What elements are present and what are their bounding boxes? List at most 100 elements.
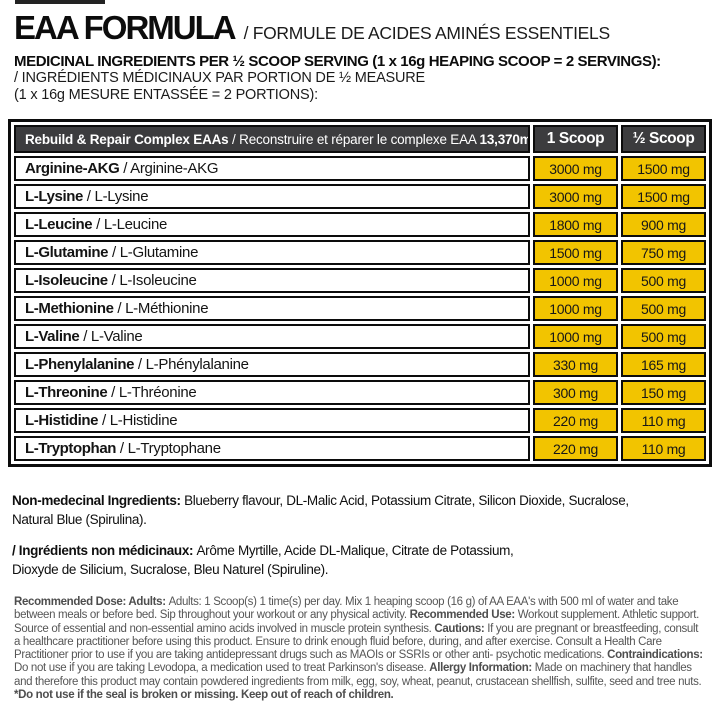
ingredient-name-fr: / L-Histidine	[98, 412, 178, 429]
bold-text-run: *Do not use if the seal is broken or mis…	[14, 689, 394, 702]
ingredient-name-cell: L-Isoleucine / L-Isoleucine	[14, 268, 530, 293]
text-run: Blueberry flavour, DL-Malic Acid, Potass…	[184, 493, 629, 508]
bold-text-run: Non-medecinal Ingredients:	[12, 493, 185, 508]
ingredient-name-cell: L-Valine / L-Valine	[14, 324, 530, 349]
ingredient-name-fr: / Arginine-AKG	[119, 160, 219, 177]
amount-half-scoop: 500 mg	[621, 324, 706, 349]
text-run: Natural Blue (Spirulina).	[12, 511, 147, 527]
ingredient-name-cell: L-Phenylalanine / L-Phénylalanine	[14, 352, 530, 377]
ingredient-name-fr: / L-Thréonine	[107, 384, 197, 401]
ingredient-row: L-Glutamine / L-Glutamine 1500 mg 750 mg	[14, 240, 706, 265]
ingredient-row: L-Leucine / L-Leucine 1800 mg 900 mg	[14, 212, 706, 237]
ingredient-name-en: L-Glutamine	[25, 244, 109, 261]
serving-statement-en: MEDICINAL INGREDIENTS PER ½ SCOOP SERVIN…	[14, 53, 661, 70]
ingredient-name-cell: L-Threonine / L-Thréonine	[14, 380, 530, 405]
text-run: Arôme Myrtille, Acide DL-Malique, Citrat…	[196, 543, 514, 558]
ingredient-name-fr: / L-Tryptophane	[116, 440, 221, 457]
product-title-en: EAA FORMULA	[14, 9, 237, 46]
ingredient-row: L-Histidine / L-Histidine 220 mg 110 mg	[14, 408, 706, 433]
column-header-half-scoop: ½ Scoop	[621, 125, 706, 153]
ingredient-name-en: L-Threonine	[25, 384, 108, 401]
text-run: Adults: 1 Scoop(s) 1 time(s) per day. Mi…	[14, 596, 679, 622]
serving-statement-fr-line1: / INGRÉDIENTS MÉDICINAUX PAR PORTION DE …	[14, 70, 426, 86]
bold-text-run: / Ingrédients non médicinaux:	[12, 543, 197, 558]
amount-1-scoop: 3000 mg	[533, 184, 618, 209]
ingredient-name-en: L-Methionine	[25, 300, 114, 317]
ingredient-row: L-Tryptophan / L-Tryptophane 220 mg 110 mg	[14, 436, 706, 461]
ingredient-row: L-Valine / L-Valine 1000 mg 500 mg	[14, 324, 706, 349]
amount-half-scoop: 750 mg	[621, 240, 706, 265]
non-medicinal-en: Non-medecinal Ingredients: Blueberry fla…	[12, 492, 708, 529]
ingredients-table: Rebuild & Repair Complex EAAs / Reconstr…	[8, 119, 712, 467]
cropped-print-artifact	[15, 0, 105, 4]
text-run: If you are pregnant or breastfeeding, co…	[14, 622, 699, 662]
ingredient-name-fr: / L-Méthionine	[113, 300, 209, 317]
amount-1-scoop: 220 mg	[533, 436, 618, 461]
product-title-fr: / FORMULE DE ACIDES AMINÉS ESSENTIELS	[243, 23, 611, 43]
ingredient-name-cell: L-Methionine / L-Méthionine	[14, 296, 530, 321]
non-medicinal-section: Non-medecinal Ingredients: Blueberry fla…	[12, 492, 708, 579]
amount-half-scoop: 500 mg	[621, 296, 706, 321]
text-run: Workout supplement. Athletic support. So…	[14, 609, 699, 635]
ingredient-name-en: L-Histidine	[25, 412, 99, 429]
amount-1-scoop: 1500 mg	[533, 240, 618, 265]
ingredient-name-fr: / L-Phénylalanine	[134, 356, 249, 373]
ingredient-name-en: L-Leucine	[25, 216, 93, 233]
complex-header-cell: Rebuild & Repair Complex EAAs / Reconstr…	[14, 125, 530, 153]
ingredient-name-en: Arginine-AKG	[25, 160, 120, 177]
bold-text-run: Allergy Information:	[429, 662, 535, 675]
text-run: Made on machinery that handles and there…	[14, 662, 702, 688]
amount-half-scoop: 110 mg	[621, 436, 706, 461]
amount-1-scoop: 1000 mg	[533, 296, 618, 321]
ingredients-table-head: Rebuild & Repair Complex EAAs / Reconstr…	[14, 125, 706, 153]
ingredient-row: L-Phenylalanine / L-Phénylalanine 330 mg 1…	[14, 352, 706, 377]
fine-print-text: Recommended Dose: Adults: Adults: 1 Scoo…	[14, 596, 706, 702]
bold-text-run: Recommended Dose: Adults:	[14, 596, 169, 608]
ingredient-name-fr: / L-Valine	[79, 328, 143, 345]
ingredient-name-cell: L-Histidine / L-Histidine	[14, 408, 530, 433]
ingredient-row: L-Methionine / L-Méthionine 1000 mg 500 mg	[14, 296, 706, 321]
amount-1-scoop: 330 mg	[533, 352, 618, 377]
bold-text-run: Contraindications:	[607, 649, 703, 662]
ingredients-header-row: Rebuild & Repair Complex EAAs / Reconstr…	[14, 125, 706, 153]
amount-half-scoop: 150 mg	[621, 380, 706, 405]
ingredient-name-fr: / L-Glutamine	[108, 244, 199, 261]
amount-half-scoop: 1500 mg	[621, 184, 706, 209]
column-header-1-scoop: 1 Scoop	[533, 125, 618, 153]
amount-1-scoop: 3000 mg	[533, 156, 618, 181]
text-run: Dioxyde de Silicium, Sucralose, Bleu Nat…	[12, 561, 329, 577]
amount-1-scoop: 1800 mg	[533, 212, 618, 237]
ingredient-name-en: L-Valine	[25, 328, 80, 345]
amount-1-scoop: 1000 mg	[533, 324, 618, 349]
page-title: EAA FORMULA / FORMULE DE ACIDES AMINÉS E…	[14, 11, 706, 44]
ingredient-name-en: L-Isoleucine	[25, 272, 108, 289]
bold-text-run: Recommended Use:	[409, 609, 518, 622]
bold-text-run: Cautions:	[434, 622, 488, 635]
amount-1-scoop: 220 mg	[533, 408, 618, 433]
fine-print-section: Recommended Dose: Adults: Adults: 1 Scoo…	[14, 596, 706, 702]
ingredient-name-cell: L-Tryptophan / L-Tryptophane	[14, 436, 530, 461]
non-medicinal-fr: / Ingrédients non médicinaux: Arôme Myrt…	[12, 542, 708, 579]
ingredient-name-cell: L-Leucine / L-Leucine	[14, 212, 530, 237]
ingredient-row: L-Isoleucine / L-Isoleucine 1000 mg 500 mg	[14, 268, 706, 293]
serving-statement-fr-line2: (1 x 16g MESURE ENTASSÉE = 2 PORTIONS):	[14, 86, 318, 103]
bold-text-run: Rebuild & Repair Complex EAAs	[25, 131, 229, 147]
ingredient-name-cell: L-Lysine / L-Lysine	[14, 184, 530, 209]
amount-half-scoop: 110 mg	[621, 408, 706, 433]
ingredient-name-en: L-Lysine	[25, 188, 83, 205]
text-run: / Reconstruire et réparer le complexe EA…	[228, 131, 480, 147]
amount-half-scoop: 165 mg	[621, 352, 706, 377]
text-run: Do not use if you are taking Levodopa, a…	[14, 662, 430, 675]
ingredient-name-en: L-Phenylalanine	[25, 356, 135, 373]
amount-half-scoop: 500 mg	[621, 268, 706, 293]
ingredient-name-cell: Arginine-AKG / Arginine-AKG	[14, 156, 530, 181]
ingredient-name-en: L-Tryptophan	[25, 440, 117, 457]
bold-text-run: 13,370mg:	[479, 131, 528, 147]
ingredients-table-body: Arginine-AKG / Arginine-AKG 3000 mg 1500 m…	[14, 156, 706, 461]
amount-half-scoop: 900 mg	[621, 212, 706, 237]
label-header: EAA FORMULA / FORMULE DE ACIDES AMINÉS E…	[0, 0, 720, 103]
amount-1-scoop: 300 mg	[533, 380, 618, 405]
amount-half-scoop: 1500 mg	[621, 156, 706, 181]
ingredient-name-cell: L-Glutamine / L-Glutamine	[14, 240, 530, 265]
